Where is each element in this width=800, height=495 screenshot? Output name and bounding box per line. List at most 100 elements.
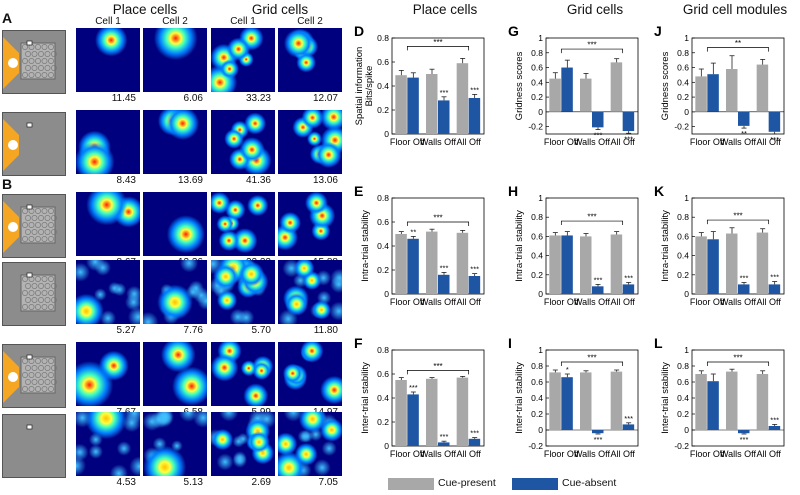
significance-mark: *** [770, 135, 779, 144]
bar-cue-absent [768, 111, 781, 132]
bar-cue-present [756, 64, 769, 112]
bar-cue-absent [707, 74, 719, 112]
x-tick-label: Walls Off [720, 297, 757, 307]
legend-swatch-cue-present [388, 478, 434, 490]
y-tick-label: 0.4 [377, 393, 389, 403]
bar-chart-e: E 0 0.2 0.4 0.6 0.8 Intra-trial stability ** Flo… [354, 184, 485, 307]
y-tick-label: 1 [684, 193, 689, 203]
x-tick-label: All Off [610, 449, 635, 459]
rate-map [278, 412, 342, 476]
bar-cue-absent [738, 430, 750, 434]
bar-cue-absent [768, 426, 781, 430]
wall-cue-disc [8, 222, 18, 232]
panel-letter-e: E [354, 184, 363, 199]
y-tick-label: 0.8 [531, 361, 543, 371]
floor-cue-pattern [20, 42, 56, 80]
bar-cue-absent [707, 381, 719, 430]
peak-rate-label: 5.13 [183, 477, 203, 488]
header-grid-cell-modules: Grid cell modules [682, 2, 788, 17]
bar-cue-present [580, 78, 592, 112]
peak-rate-label: 6.06 [183, 93, 203, 104]
rate-map [211, 412, 275, 476]
y-axis-label: Intra-trial stability [514, 210, 525, 282]
rat-marker [26, 204, 33, 210]
bar-cue-present [580, 236, 592, 294]
y-tick-label: 0 [384, 129, 389, 139]
bar-cue-absent [468, 98, 481, 134]
y-tick-label: 0.2 [377, 417, 389, 427]
significance-mark: ** [410, 227, 416, 236]
peak-rate-label: 5.27 [116, 325, 136, 336]
x-tick-label: All Off [756, 137, 781, 147]
plot-frame [691, 37, 785, 135]
y-tick-label: 0.4 [531, 251, 543, 261]
bracket-significance-label: *** [433, 362, 442, 371]
y-tick-label: 0.8 [677, 48, 689, 58]
y-tick-label: 0.4 [677, 251, 689, 261]
bar-cue-absent [768, 284, 781, 294]
panel-letter-d: D [354, 24, 364, 39]
y-tick-label: 0.4 [677, 393, 689, 403]
y-axis-label: Intra-trial stability [360, 210, 371, 282]
panel-letter-f: F [354, 336, 363, 351]
bar-cue-absent [738, 284, 750, 294]
y-tick-label: -0.2 [674, 441, 689, 451]
rat-marker [26, 122, 33, 128]
significance-mark: *** [440, 432, 449, 441]
significance-mark: *** [409, 383, 418, 392]
peak-rate-label: 13.69 [177, 175, 203, 186]
panel-letter-l: L [654, 336, 663, 351]
y-tick-label: 0 [384, 289, 389, 299]
y-tick-label: 0.6 [377, 217, 389, 227]
bar-cue-absent [738, 111, 750, 126]
bar-cue-absent [622, 111, 635, 132]
bar-cue-absent [468, 438, 481, 446]
significance-mark: *** [594, 275, 603, 284]
y-tick-label: 1 [538, 33, 543, 43]
x-tick-label: Floor Off [390, 449, 425, 459]
rate-map [76, 412, 140, 476]
x-tick-label: Walls Off [574, 297, 611, 307]
bar-cue-present [726, 371, 738, 430]
rate-map [211, 260, 275, 324]
peak-rate-label: 5.70 [251, 325, 271, 336]
y-tick-label: 0 [684, 289, 689, 299]
header-place-cells-right: Place cells [412, 2, 478, 17]
significance-bracket [560, 220, 624, 226]
rate-map [76, 110, 140, 174]
floor-cue-pattern [20, 206, 56, 244]
rat-marker [26, 354, 33, 360]
rate-map [278, 260, 342, 324]
significance-mark: *** [440, 263, 449, 272]
significance-bracket [406, 370, 470, 375]
bar-cue-absent [707, 239, 719, 294]
rate-map [278, 28, 342, 92]
rate-map [143, 260, 207, 324]
bar-cue-absent [561, 377, 573, 430]
y-tick-label: 0.8 [377, 33, 389, 43]
significance-mark: *** [740, 273, 749, 282]
y-tick-label: -0.2 [674, 122, 689, 132]
peak-rate-label: 7.76 [183, 325, 203, 336]
y-tick-label: 1 [538, 345, 543, 355]
bar-cue-absent [407, 394, 419, 446]
peak-rate-label: 41.36 [245, 175, 271, 186]
x-tick-label: Walls Off [420, 297, 457, 307]
significance-mark: *** [594, 435, 603, 444]
column-header-place-cell-1: Cell 1 [95, 16, 121, 27]
rate-map [143, 192, 207, 256]
panel-letter-g: G [508, 24, 519, 39]
y-tick-label: 0.2 [677, 92, 689, 102]
y-tick-label: 0 [384, 441, 389, 451]
bar-cue-present [456, 232, 469, 294]
y-tick-label: 0 [684, 425, 689, 435]
column-header-grid-cell-2: Cell 2 [297, 16, 323, 27]
wall-cue-disc [8, 58, 18, 68]
rate-map [143, 28, 207, 92]
y-tick-label: -0.2 [528, 122, 543, 132]
significance-bracket [706, 47, 770, 52]
bar-cue-present [549, 235, 561, 294]
y-tick-label: 0.6 [531, 63, 543, 73]
bracket-significance-label: *** [433, 214, 442, 223]
bar-cue-present [549, 372, 561, 430]
